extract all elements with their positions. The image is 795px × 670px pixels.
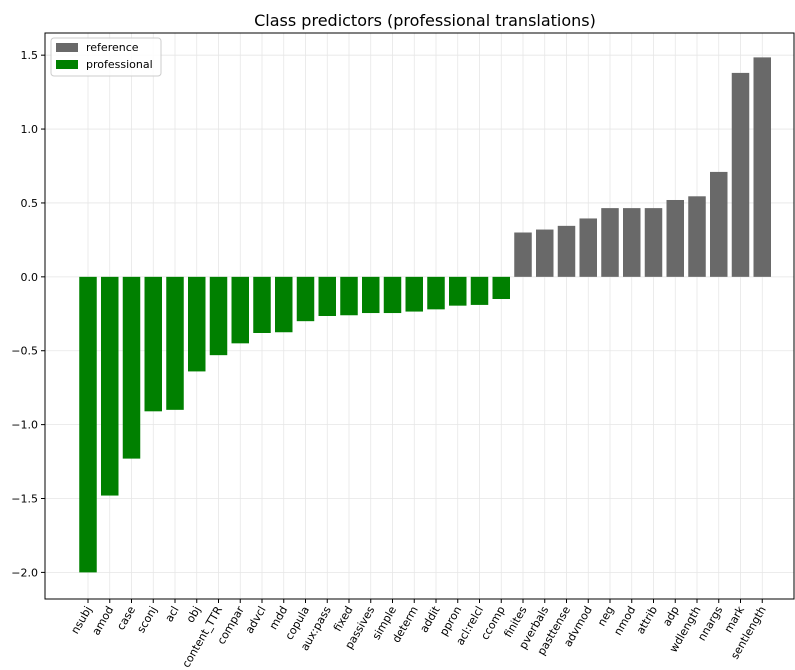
- bar-ccomp: [492, 276, 510, 300]
- bar-acl: [166, 276, 184, 410]
- bar-pverbals: [536, 229, 554, 277]
- y-axis: −2.0 −1.5 −1.0 −0.5 0.0 0.5 1.0 1.5: [11, 49, 45, 579]
- y-tick-label: 1.0: [21, 123, 39, 136]
- x-tick-label: advcl: [243, 604, 269, 636]
- legend-label-professional: professional: [86, 58, 153, 71]
- y-tick-label: −1.5: [11, 493, 38, 506]
- x-tick-label: neg: [595, 604, 617, 628]
- legend-box: [50, 37, 162, 77]
- x-tick-label: attrib: [634, 604, 660, 636]
- plot-frame: [44, 32, 795, 600]
- legend: reference professional: [50, 37, 162, 77]
- x-tick-label: sconj: [134, 604, 160, 635]
- legend-label-reference: reference: [86, 41, 139, 54]
- legend-swatch-professional: [56, 60, 78, 69]
- x-tick-label: amod: [90, 604, 117, 637]
- y-tick-label: 0.0: [21, 271, 39, 284]
- y-tick-label: −2.0: [11, 566, 38, 579]
- bar-case: [122, 276, 141, 459]
- bar-nnargs: [710, 171, 728, 277]
- bar-pasttense: [557, 225, 576, 277]
- legend-swatch-reference: [56, 43, 78, 52]
- bar-fixed: [340, 276, 358, 316]
- bar-advcl: [253, 276, 271, 333]
- bar-obj: [188, 276, 206, 372]
- bars: [79, 57, 771, 573]
- bar-mark: [731, 72, 750, 277]
- bar-nsubj: [79, 276, 97, 573]
- bar-passives: [362, 276, 380, 314]
- y-tick-label: −0.5: [11, 345, 38, 358]
- bar-simple: [383, 276, 402, 314]
- bar-sentlength: [753, 57, 771, 277]
- bar-advmod: [579, 218, 597, 277]
- bar-ppron: [449, 276, 467, 306]
- x-tick-label: adp: [660, 604, 682, 628]
- bar-finites: [514, 232, 532, 277]
- bar-adp: [666, 199, 684, 277]
- x-tick-label: obj: [184, 604, 204, 625]
- y-tick-label: −1.0: [11, 419, 38, 432]
- bar-acl-relcl: [470, 276, 489, 305]
- bar-compar: [231, 276, 249, 344]
- bar-content-TTR: [209, 276, 228, 356]
- bar-mdd: [275, 276, 293, 333]
- y-tick-label: 1.5: [21, 49, 39, 62]
- bar-attrib: [644, 208, 663, 277]
- bar-neg: [601, 208, 619, 277]
- bar-sconj: [144, 276, 162, 412]
- x-tick-label: nmod: [611, 604, 638, 638]
- bar-determ: [405, 276, 423, 312]
- chart-title: Class predictors (professional translati…: [254, 11, 596, 30]
- y-tick-label: 0.5: [21, 197, 39, 210]
- bar-wdlength: [688, 196, 706, 277]
- bar-nmod: [623, 208, 641, 277]
- x-tick-label: acl: [162, 604, 181, 624]
- bar-addit: [427, 276, 445, 310]
- bar-amod: [101, 276, 119, 496]
- bar-copula: [296, 276, 315, 322]
- bar-aux-pass: [318, 276, 336, 316]
